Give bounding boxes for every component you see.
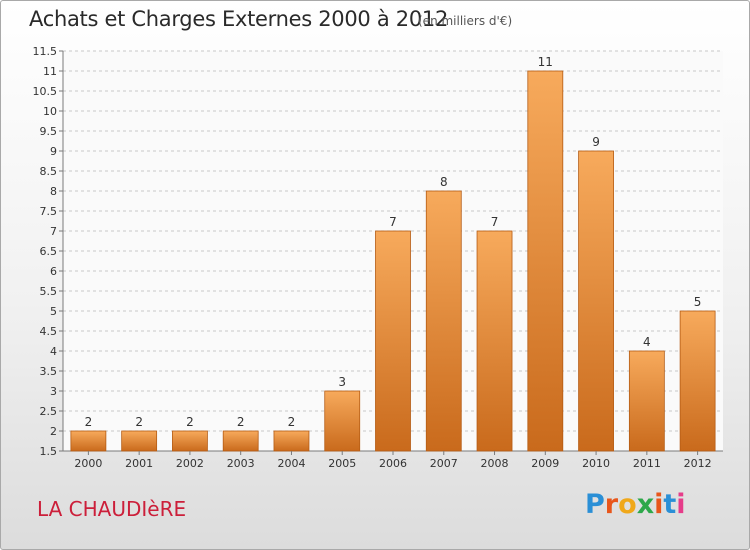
value-label-2005: 3 [338,375,346,389]
x-tick-label-2005: 2005 [328,457,356,470]
y-tick-label: 5.5 [40,285,58,298]
bar-2002 [172,430,208,452]
x-tick-label-2007: 2007 [430,457,458,470]
bar-2000 [70,430,107,452]
bar-2001 [121,430,158,452]
x-tick-label-2001: 2001 [125,457,153,470]
value-label-2010: 9 [592,135,600,149]
x-tick-label-2010: 2010 [582,457,610,470]
value-label-2004: 2 [288,415,296,429]
bar-2012 [679,310,716,452]
y-tick-label: 7.5 [40,205,58,218]
value-label-2002: 2 [186,415,194,429]
logo-letter: r [604,489,619,520]
y-tick-label: 2 [50,425,57,438]
x-tick-label-2009: 2009 [531,457,559,470]
bar-2008 [476,230,513,452]
y-tick-label: 3 [50,385,57,398]
x-tick-label-2008: 2008 [481,457,509,470]
x-tick-label-2003: 2003 [227,457,255,470]
x-tick-label-2012: 2012 [684,457,712,470]
x-tick-label-2002: 2002 [176,457,204,470]
y-tick-label: 2.5 [40,405,58,418]
y-tick-label: 4.5 [40,325,58,338]
y-tick-label: 3.5 [40,365,58,378]
logo-letter: t [663,489,677,520]
logo-letter: i [676,489,686,520]
y-tick-label: 11.5 [33,45,58,58]
value-label-2007: 8 [440,175,448,189]
y-tick-label: 8.5 [40,165,58,178]
proxiti-logo: Proxiti [585,489,686,520]
y-tick-label: 7 [50,225,57,238]
value-label-2008: 7 [491,215,499,229]
x-tick-label-2006: 2006 [379,457,407,470]
y-tick-label: 10 [43,105,57,118]
logo-letter: o [618,489,637,520]
bar-2010 [578,150,614,452]
bar-2005 [324,390,361,452]
y-tick-label: 8 [50,185,57,198]
value-label-2009: 11 [538,55,553,69]
y-tick-label: 5 [50,305,57,318]
logo-letter: P [585,489,605,520]
logo-letter: i [654,489,664,520]
y-tick-label: 1.5 [40,445,58,458]
y-tick-label: 4 [50,345,57,358]
value-label-2003: 2 [237,415,245,429]
bar-2006 [375,230,411,452]
y-tick-label: 6 [50,265,57,278]
bar-2009 [527,70,564,452]
x-tick-label-2000: 2000 [74,457,102,470]
y-tick-label: 9.5 [40,125,58,138]
value-label-2000: 2 [85,415,93,429]
commune-name: LA CHAUDIèRE [37,497,187,521]
value-label-2006: 7 [389,215,397,229]
x-tick-label-2004: 2004 [277,457,305,470]
logo-letter: x [636,489,655,520]
value-label-2011: 4 [643,335,651,349]
y-tick-label: 9 [50,145,57,158]
y-tick-label: 11 [43,65,57,78]
bar-2007 [425,190,462,452]
value-label-2012: 5 [694,295,702,309]
y-tick-label: 6.5 [40,245,58,258]
chart-subtitle: (en milliers d'€) [418,14,513,28]
bar-2011 [628,350,665,452]
chart-title: Achats et Charges Externes 2000 à 2012 [29,7,449,31]
x-tick-label-2011: 2011 [633,457,661,470]
y-tick-label: 10.5 [33,85,58,98]
bar-2003 [222,430,259,452]
bar-2004 [273,430,310,452]
value-label-2001: 2 [135,415,143,429]
